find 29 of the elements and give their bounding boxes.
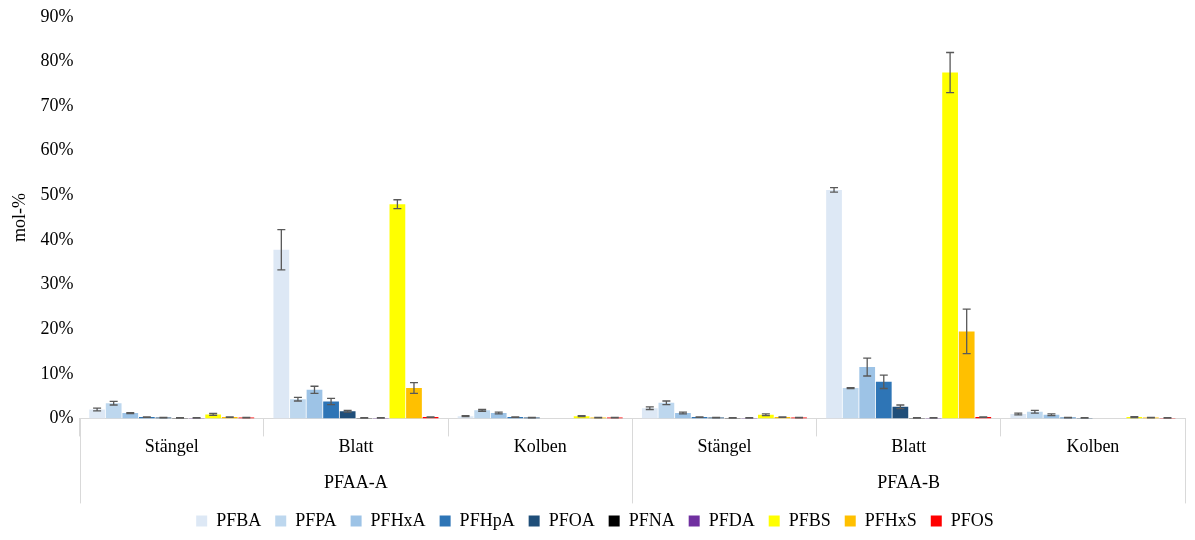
y-tick-label: 20% xyxy=(40,317,74,338)
legend-label: PFHxS xyxy=(864,509,917,530)
x-tick-label: Blatt xyxy=(338,435,374,456)
legend-label: PFNA xyxy=(628,509,675,530)
y-tick-label: 60% xyxy=(40,139,74,160)
x-tick-label: Blatt xyxy=(891,435,927,456)
legend-label: PFDA xyxy=(708,509,755,530)
x-tick-label: Kolben xyxy=(1066,435,1120,456)
legend-label: PFOS xyxy=(950,509,994,530)
x-tick-label: Stängel xyxy=(697,435,752,456)
text: PFAA-A xyxy=(324,472,388,493)
y-tick-label: 30% xyxy=(40,273,74,294)
legend-label: PFOA xyxy=(548,509,595,530)
y-tick-label: 0% xyxy=(49,407,74,428)
y-tick-label: 90% xyxy=(40,5,74,26)
legend-label: PFHpA xyxy=(459,509,515,530)
y-tick-label: 80% xyxy=(40,50,74,71)
y-tick-label: 10% xyxy=(40,362,74,383)
y-tick-label: 50% xyxy=(40,184,74,205)
legend-label: PFBS xyxy=(788,509,831,530)
legend-label: PFBA xyxy=(216,509,262,530)
y-axis-title: mol-% xyxy=(8,193,29,243)
y-tick-label: 70% xyxy=(40,94,74,115)
text: PFAA-B xyxy=(877,472,940,493)
x-tick-label: Kolben xyxy=(513,435,567,456)
y-tick-label: 40% xyxy=(40,228,74,249)
legend-label: PFPA xyxy=(295,509,337,530)
legend-label: PFHxA xyxy=(370,509,426,530)
x-tick-label: Stängel xyxy=(144,435,199,456)
